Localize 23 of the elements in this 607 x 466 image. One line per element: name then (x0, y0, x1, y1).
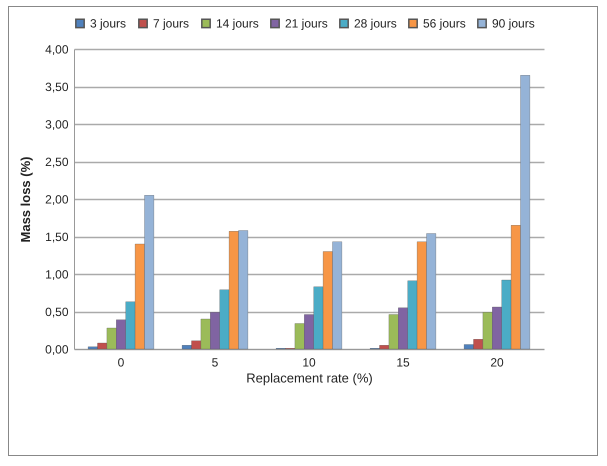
y-axis-title: Mass loss (%) (18, 156, 34, 242)
legend-label: 21 jours (285, 16, 328, 30)
x-axis-title: Replacement rate (%) (246, 370, 373, 386)
legend-label: 14 jours (216, 16, 259, 30)
x-tick-label: 20 (490, 356, 504, 370)
y-tick-label: 2,00 (45, 192, 69, 206)
y-tick-label: 2,50 (45, 155, 69, 169)
y-tick-label: 3,00 (45, 118, 69, 132)
y-tick-label: 1,00 (45, 268, 69, 282)
legend-label: 7 jours (153, 16, 190, 30)
y-tick-label: 0,00 (45, 342, 69, 356)
x-tick-label: 0 (118, 356, 125, 370)
legend-label: 3 jours (90, 16, 126, 30)
legend-label: 90 jours (492, 16, 535, 30)
x-tick-label: 5 (212, 356, 219, 370)
x-tick-label: 15 (396, 356, 410, 370)
y-tick-label: 3,50 (45, 80, 69, 94)
legend-label: 28 jours (354, 16, 397, 30)
y-tick-label: 4,00 (45, 42, 69, 56)
y-tick-label: 0,50 (45, 305, 69, 319)
y-tick-label: 1,50 (45, 230, 69, 244)
x-tick-label: 10 (302, 356, 316, 370)
legend-label: 56 jours (423, 16, 466, 30)
